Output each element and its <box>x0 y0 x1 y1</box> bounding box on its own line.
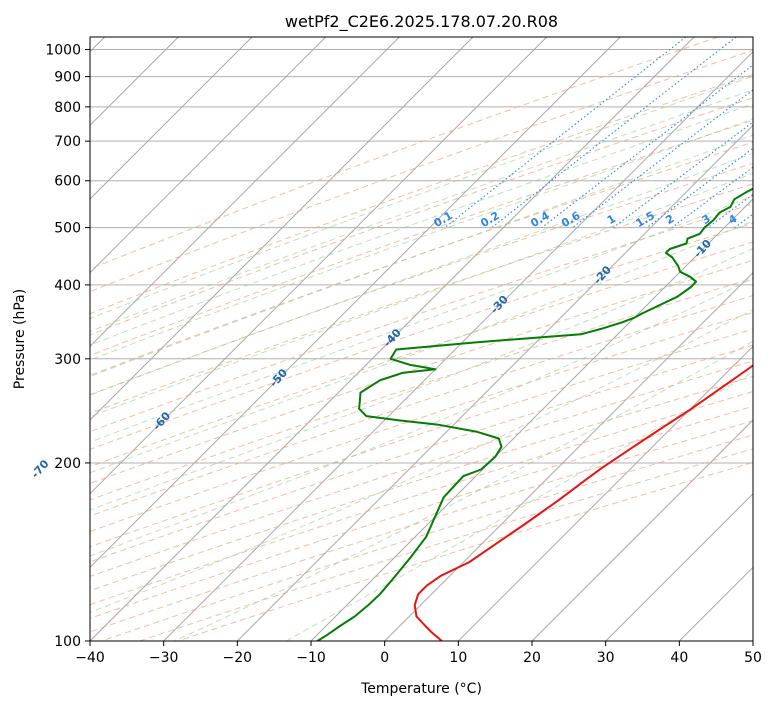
isotherm-line <box>163 50 753 641</box>
y-tick-label: 300 <box>54 352 81 368</box>
dry-adiabat <box>90 141 753 376</box>
x-tick-label: −10 <box>296 650 326 666</box>
mixing-ratio-line <box>671 166 753 229</box>
chart-title: wetPf2_C2E6.2025.178.07.20.R08 <box>285 12 558 32</box>
dry-adiabat <box>90 311 753 533</box>
dry-adiabat <box>90 222 753 450</box>
x-tick-label: 50 <box>744 650 762 666</box>
moist-adiabat <box>90 103 753 346</box>
dry-adiabat <box>90 328 753 548</box>
mixing-ratio-line <box>612 121 753 229</box>
mixing-ratio-label: 0.4 <box>528 209 552 230</box>
dry-adiabat <box>90 162 753 396</box>
isotherm-line <box>678 566 753 641</box>
dry-adiabat <box>90 73 753 315</box>
x-tick-label: 20 <box>523 650 541 666</box>
x-tick-label: −30 <box>149 650 179 666</box>
isotherm-line <box>90 37 253 200</box>
skewed-isotherms <box>90 37 753 641</box>
mixing-ratio-label: 0.1 <box>431 209 454 230</box>
dry-adiabat <box>90 277 753 501</box>
y-axis-label: Pressure (hPa) <box>12 289 28 389</box>
isotherm-line <box>605 492 753 641</box>
isotherm-label: -70 <box>29 457 52 481</box>
y-tick-label: 600 <box>54 174 81 190</box>
y-tick-label: 100 <box>54 634 81 650</box>
y-tick-label: 800 <box>54 100 81 116</box>
x-axis-label: Temperature (°C) <box>360 681 482 697</box>
mixing-ratio-label: 1.5 <box>634 209 657 230</box>
y-tick-label: 200 <box>54 456 81 472</box>
moist-adiabat <box>90 89 753 333</box>
moist-adiabat <box>90 309 753 613</box>
moist-adiabat <box>90 152 753 396</box>
dry-adiabat <box>101 434 753 641</box>
isotherm-line <box>531 419 753 641</box>
y-tick-label: 400 <box>54 278 81 294</box>
x-tick-label: 10 <box>449 650 467 666</box>
isotherm-line <box>752 640 753 641</box>
mixing-ratio-label: 3 <box>700 212 713 227</box>
mixing-ratio-lines <box>444 37 753 229</box>
moist-adiabat <box>174 340 753 641</box>
dry-adiabat <box>90 241 753 468</box>
moist-adiabat <box>90 195 753 443</box>
isotherm-line <box>90 37 400 348</box>
mixing-ratio-line <box>572 89 753 229</box>
moist-adiabats <box>90 75 753 641</box>
dry-adiabat <box>90 183 753 414</box>
isotherm-line <box>90 37 621 569</box>
temperature-profile <box>413 364 753 641</box>
y-tick-label: 500 <box>54 221 81 237</box>
dry-adiabat <box>90 37 719 270</box>
mixing-ratio-label: 0.6 <box>559 209 583 230</box>
x-tick-label: 0 <box>380 650 389 666</box>
x-axis: −40 −30 −20 −10 0 10 20 30 40 50 <box>75 641 762 666</box>
isotherm-line <box>90 37 327 274</box>
sounding-profiles <box>315 187 753 641</box>
moist-adiabat <box>90 172 753 418</box>
isotherm-line <box>90 37 548 495</box>
isotherm-line <box>457 345 753 641</box>
isotherm-line <box>236 124 753 641</box>
plot-frame <box>89 36 754 642</box>
x-tick-label: −20 <box>223 650 253 666</box>
mixing-ratio-line <box>541 64 753 229</box>
y-axis: 1000 900 800 700 600 500 400 300 200 100 <box>45 43 90 650</box>
dry-adiabat <box>90 360 753 577</box>
x-tick-label: 40 <box>670 650 688 666</box>
y-tick-label: 1000 <box>45 43 81 59</box>
isotherm-line <box>310 198 753 641</box>
isotherm-line <box>90 37 474 421</box>
mixing-ratio-line <box>734 213 753 229</box>
x-tick-label: −40 <box>75 650 105 666</box>
mixing-ratio-line <box>444 37 687 229</box>
dry-adiabat <box>90 49 753 293</box>
isotherm-line <box>90 37 695 641</box>
y-tick-label: 900 <box>54 70 81 86</box>
dry-adiabat <box>90 97 753 336</box>
moist-adiabat <box>90 118 753 361</box>
y-tick-label: 700 <box>54 134 81 150</box>
dewpoint-profile <box>315 187 753 641</box>
dry-adiabat <box>90 375 753 592</box>
x-tick-label: 30 <box>597 650 615 666</box>
isotherm-line <box>384 271 753 641</box>
dry-adiabats <box>90 37 753 641</box>
dry-adiabat <box>177 461 753 641</box>
moist-adiabat <box>90 277 753 557</box>
pressure-grid <box>90 49 753 641</box>
dry-adiabat <box>90 119 753 356</box>
